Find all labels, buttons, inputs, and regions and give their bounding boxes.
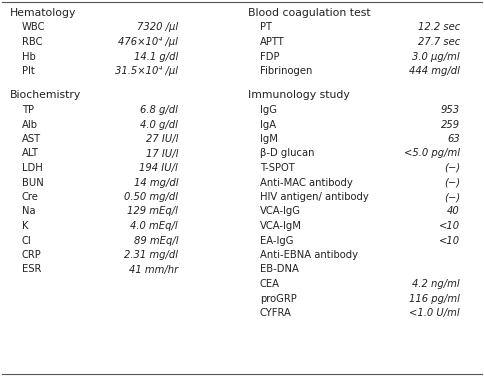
Text: Immunology study: Immunology study: [248, 90, 350, 101]
Text: (−): (−): [444, 163, 460, 173]
Text: 12.2 sec: 12.2 sec: [418, 23, 460, 33]
Text: 31.5×10⁴ /μl: 31.5×10⁴ /μl: [115, 66, 178, 76]
Text: Alb: Alb: [22, 119, 38, 130]
Text: 41 mm/hr: 41 mm/hr: [129, 265, 178, 274]
Text: 476×10⁴ /μl: 476×10⁴ /μl: [118, 37, 178, 47]
Text: Cl: Cl: [22, 235, 32, 245]
Text: Hematology: Hematology: [10, 8, 76, 18]
Text: β-D glucan: β-D glucan: [260, 149, 315, 158]
Text: (−): (−): [444, 192, 460, 202]
Text: TP: TP: [22, 105, 34, 115]
Text: 2.31 mg/dl: 2.31 mg/dl: [124, 250, 178, 260]
Text: IgM: IgM: [260, 134, 278, 144]
Text: 14.1 g/dl: 14.1 g/dl: [134, 51, 178, 62]
Text: Plt: Plt: [22, 66, 35, 76]
Text: 116 pg/ml: 116 pg/ml: [409, 293, 460, 304]
Text: <10: <10: [439, 221, 460, 231]
Text: Biochemistry: Biochemistry: [10, 90, 81, 101]
Text: CEA: CEA: [260, 279, 280, 289]
Text: RBC: RBC: [22, 37, 43, 47]
Text: <10: <10: [439, 235, 460, 245]
Text: APTT: APTT: [260, 37, 285, 47]
Text: proGRP: proGRP: [260, 293, 297, 304]
Text: 14 mg/dl: 14 mg/dl: [134, 178, 178, 187]
Text: IgA: IgA: [260, 119, 276, 130]
Text: VCA-IgG: VCA-IgG: [260, 206, 301, 217]
Text: Anti-EBNA antibody: Anti-EBNA antibody: [260, 250, 358, 260]
Text: (−): (−): [444, 178, 460, 187]
Text: 4.0 g/dl: 4.0 g/dl: [140, 119, 178, 130]
Text: Na: Na: [22, 206, 36, 217]
Text: 17 IU/l: 17 IU/l: [146, 149, 178, 158]
Text: 129 mEq/l: 129 mEq/l: [127, 206, 178, 217]
Text: 40: 40: [447, 206, 460, 217]
Text: CYFRA: CYFRA: [260, 308, 292, 318]
Text: CRP: CRP: [22, 250, 42, 260]
Text: 259: 259: [441, 119, 460, 130]
Text: EB-DNA: EB-DNA: [260, 265, 299, 274]
Text: 7320 /μl: 7320 /μl: [137, 23, 178, 33]
Text: HIV antigen/ antibody: HIV antigen/ antibody: [260, 192, 369, 202]
Text: Hb: Hb: [22, 51, 36, 62]
Text: Cre: Cre: [22, 192, 39, 202]
Text: AST: AST: [22, 134, 41, 144]
Text: T-SPOT: T-SPOT: [260, 163, 295, 173]
Text: 27.7 sec: 27.7 sec: [418, 37, 460, 47]
Text: WBC: WBC: [22, 23, 45, 33]
Text: BUN: BUN: [22, 178, 44, 187]
Text: Blood coagulation test: Blood coagulation test: [248, 8, 371, 18]
Text: EA-IgG: EA-IgG: [260, 235, 293, 245]
Text: 4.0 mEq/l: 4.0 mEq/l: [130, 221, 178, 231]
Text: <5.0 pg/ml: <5.0 pg/ml: [404, 149, 460, 158]
Text: Fibrinogen: Fibrinogen: [260, 66, 312, 76]
Text: PT: PT: [260, 23, 272, 33]
Text: 444 mg/dl: 444 mg/dl: [409, 66, 460, 76]
Text: 63: 63: [447, 134, 460, 144]
Text: ESR: ESR: [22, 265, 41, 274]
Text: Anti-MAC antibody: Anti-MAC antibody: [260, 178, 353, 187]
Text: 953: 953: [441, 105, 460, 115]
Text: LDH: LDH: [22, 163, 43, 173]
Text: 89 mEq/l: 89 mEq/l: [134, 235, 178, 245]
Text: <1.0 U/ml: <1.0 U/ml: [409, 308, 460, 318]
Text: 194 IU/l: 194 IU/l: [139, 163, 178, 173]
Text: 4.2 ng/ml: 4.2 ng/ml: [412, 279, 460, 289]
Text: 6.8 g/dl: 6.8 g/dl: [140, 105, 178, 115]
Text: VCA-IgM: VCA-IgM: [260, 221, 302, 231]
Text: 0.50 mg/dl: 0.50 mg/dl: [124, 192, 178, 202]
Text: K: K: [22, 221, 29, 231]
Text: 27 IU/l: 27 IU/l: [146, 134, 178, 144]
Text: FDP: FDP: [260, 51, 279, 62]
Text: IgG: IgG: [260, 105, 277, 115]
Text: 3.0 μg/ml: 3.0 μg/ml: [412, 51, 460, 62]
Text: ALT: ALT: [22, 149, 39, 158]
